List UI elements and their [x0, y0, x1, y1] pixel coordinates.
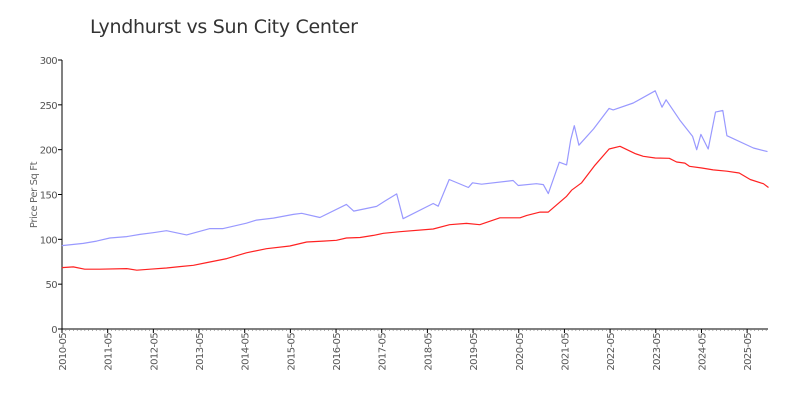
y-tick-label: 200 — [40, 146, 58, 157]
y-tick-label: 300 — [40, 56, 58, 67]
x-tick-label: 2011-05 — [104, 333, 115, 371]
y-tick-label: 150 — [40, 191, 58, 202]
y-axis-label: Price Per Sq Ft — [29, 161, 40, 228]
x-tick-label: 2025-05 — [743, 333, 754, 371]
x-tick-label: 2022-05 — [606, 333, 617, 371]
x-tick-label: 2021-05 — [560, 333, 571, 371]
x-tick-label: 2024-05 — [697, 333, 708, 371]
x-tick-label: 2018-05 — [423, 333, 434, 371]
x-tick-label: 2017-05 — [378, 333, 389, 371]
x-tick-label: 2019-05 — [469, 333, 480, 371]
series-group — [61, 90, 769, 271]
x-tick-label: 2016-05 — [332, 333, 343, 371]
x-tick-label: 2020-05 — [515, 333, 526, 371]
y-tick-label: 250 — [40, 101, 58, 112]
y-tick-label: 50 — [45, 280, 57, 291]
series-line-2 — [61, 145, 769, 271]
y-tick-label: 100 — [40, 235, 58, 246]
x-tick-label: 2014-05 — [241, 333, 252, 371]
axes: 0 50 100 150 200 250 300 2010-05 2011-05 2012-05 2… — [40, 56, 768, 371]
y-tick-label: 0 — [51, 325, 57, 336]
chart-title: Lyndhurst vs Sun City Center — [90, 16, 358, 38]
x-tick-label: 2023-05 — [652, 333, 663, 371]
x-tick-label: 2010-05 — [58, 333, 69, 371]
series-line-1 — [61, 90, 768, 247]
x-tick-label: 2012-05 — [149, 333, 160, 371]
x-tick-label: 2015-05 — [286, 333, 297, 371]
x-tick-label: 2013-05 — [195, 333, 206, 371]
